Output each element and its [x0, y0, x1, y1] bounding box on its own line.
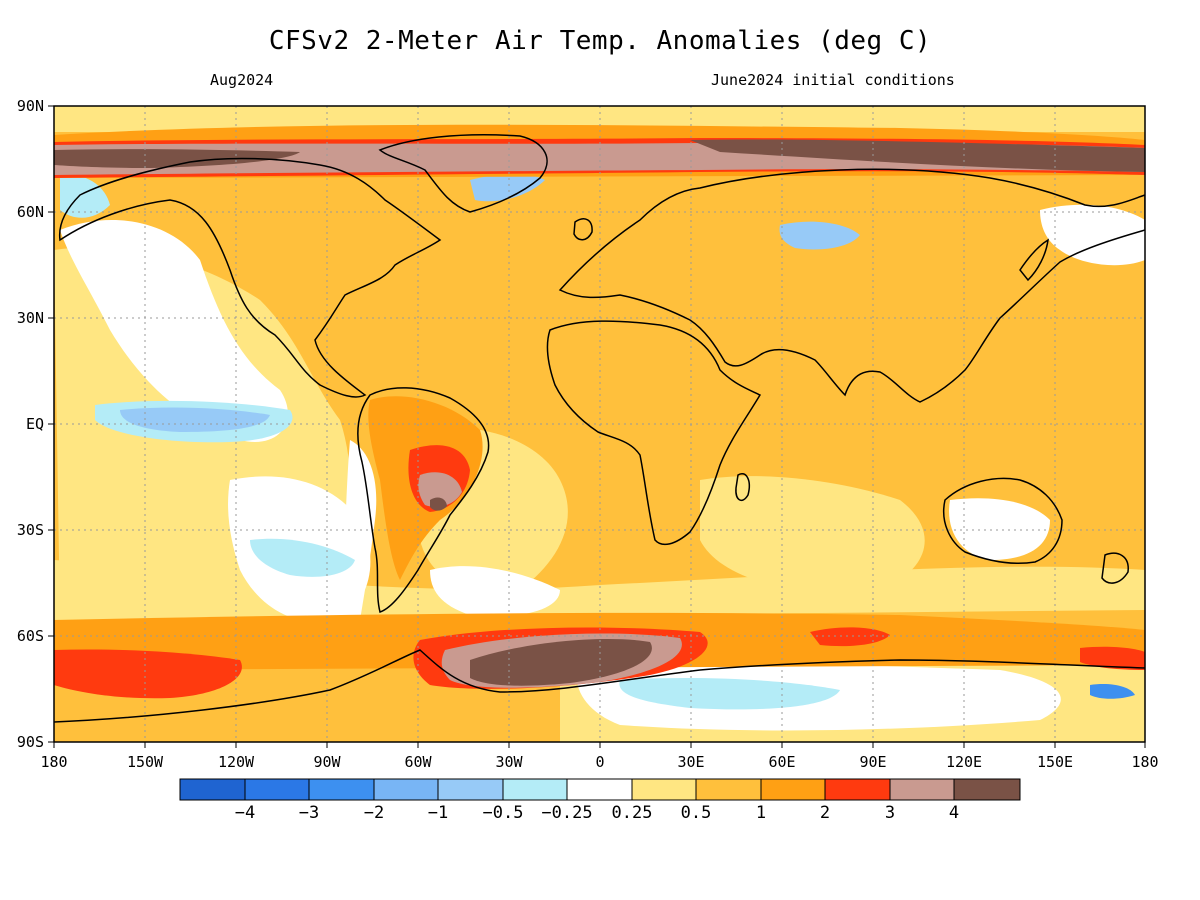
eq-pacific-blue-core	[120, 407, 270, 432]
lon-label: 0	[595, 753, 604, 771]
siberia-blue	[779, 221, 860, 250]
nw-pacific-white	[1040, 204, 1145, 266]
colorbar-label: −0.25	[541, 803, 592, 823]
coastlines	[54, 134, 1145, 723]
lon-label: 150W	[127, 753, 164, 771]
lat-label: 30S	[17, 521, 44, 539]
colorbar-swatch	[437, 778, 504, 801]
colorbar-swatch	[889, 778, 955, 801]
lon-label: 60E	[768, 753, 795, 771]
anomaly-field	[54, 106, 1145, 742]
se-pacific-blue	[250, 538, 355, 577]
colorbar-labels: −4 −3 −2 −1 −0.5 −0.25 0.25 0.5 1 2 3 4	[235, 803, 959, 823]
alaska-blue	[60, 174, 110, 218]
africa-coast	[546, 320, 762, 546]
lon-label: 120E	[946, 753, 982, 771]
lat-label: 90S	[17, 733, 44, 751]
uk-coast	[573, 218, 593, 241]
colorbar-label: −1	[428, 803, 448, 823]
colorbar-swatch	[179, 778, 246, 801]
colorbar-swatch	[373, 778, 439, 801]
colorbar-label: −4	[235, 803, 255, 823]
ross-sea-blue	[1090, 684, 1135, 699]
japan-coast	[1019, 238, 1049, 282]
colorbar-label: 4	[949, 803, 959, 823]
latitude-labels: 90N 60N 30N EQ 30S 60S 90S	[17, 97, 44, 751]
south-pacific-red	[54, 649, 242, 699]
north-america-coast	[58, 157, 442, 398]
eurasia-coast	[558, 168, 1145, 403]
colorbar-label: −2	[364, 803, 384, 823]
colorbar-label: 0.5	[681, 803, 712, 823]
colorbar-swatch	[824, 778, 891, 801]
colorbar-swatch	[953, 778, 1021, 801]
lon-label: 30W	[495, 753, 523, 771]
indian-southern-red	[810, 627, 890, 647]
australia-white	[949, 498, 1050, 560]
colorbar-swatch	[308, 778, 375, 801]
colorbar-label: −0.5	[483, 803, 524, 823]
map-title: CFSv2 2-Meter Air Temp. Anomalies (deg C…	[268, 26, 932, 56]
lon-label: 90W	[313, 753, 341, 771]
lat-label: 60S	[17, 627, 44, 645]
colorbar-swatch	[631, 778, 697, 801]
south-america-brown	[430, 497, 447, 511]
antarctica-coast	[54, 649, 1145, 723]
colorbar	[179, 778, 1021, 801]
antarctic-blue	[619, 678, 840, 710]
south-america-pink	[418, 472, 462, 507]
lon-label: 30E	[677, 753, 704, 771]
lon-label: 90E	[859, 753, 886, 771]
lon-label: 150E	[1037, 753, 1073, 771]
colorbar-swatch	[502, 778, 568, 801]
indian-yellow	[700, 476, 925, 593]
colorbar-label: 1	[756, 803, 766, 823]
colorbar-swatch	[244, 778, 310, 801]
east-southern-red	[1080, 646, 1145, 670]
lat-label: 90N	[17, 97, 44, 115]
colorbar-label: −3	[299, 803, 319, 823]
antarctic-brown	[470, 639, 652, 686]
greenland-coast	[378, 134, 548, 213]
lat-label: EQ	[26, 415, 44, 433]
colorbar-swatch	[695, 778, 762, 801]
south-atlantic-white	[430, 566, 560, 617]
colorbar-swatch	[566, 778, 633, 801]
arctic-brown-west	[54, 149, 300, 168]
colorbar-label: 3	[885, 803, 895, 823]
axis-ticks	[48, 105, 1146, 748]
gridlines	[54, 106, 1145, 742]
colorbar-label: 0.25	[612, 803, 653, 823]
south-america-coast	[357, 387, 490, 613]
lat-label: 30N	[17, 309, 44, 327]
australia-coast	[943, 477, 1063, 565]
lon-label: 120W	[218, 753, 255, 771]
longitude-labels: 180 150W 120W 90W 60W 30W 0 30E 60E 90E …	[40, 753, 1158, 771]
lat-label: 60N	[17, 203, 44, 221]
greenland-blue	[470, 174, 545, 202]
initial-conditions: June2024 initial conditions	[711, 71, 955, 89]
arctic-brown-east	[690, 139, 1145, 172]
new-zealand-coast	[1101, 552, 1129, 584]
lon-label: 180	[40, 753, 67, 771]
lon-label: 180	[1131, 753, 1158, 771]
peru-white	[340, 440, 377, 620]
colorbar-label: 2	[820, 803, 830, 823]
forecast-month: Aug2024	[210, 71, 274, 89]
madagascar-coast	[735, 473, 750, 502]
ne-pacific-white	[60, 220, 288, 442]
lon-label: 60W	[404, 753, 432, 771]
colorbar-swatch	[760, 778, 826, 801]
